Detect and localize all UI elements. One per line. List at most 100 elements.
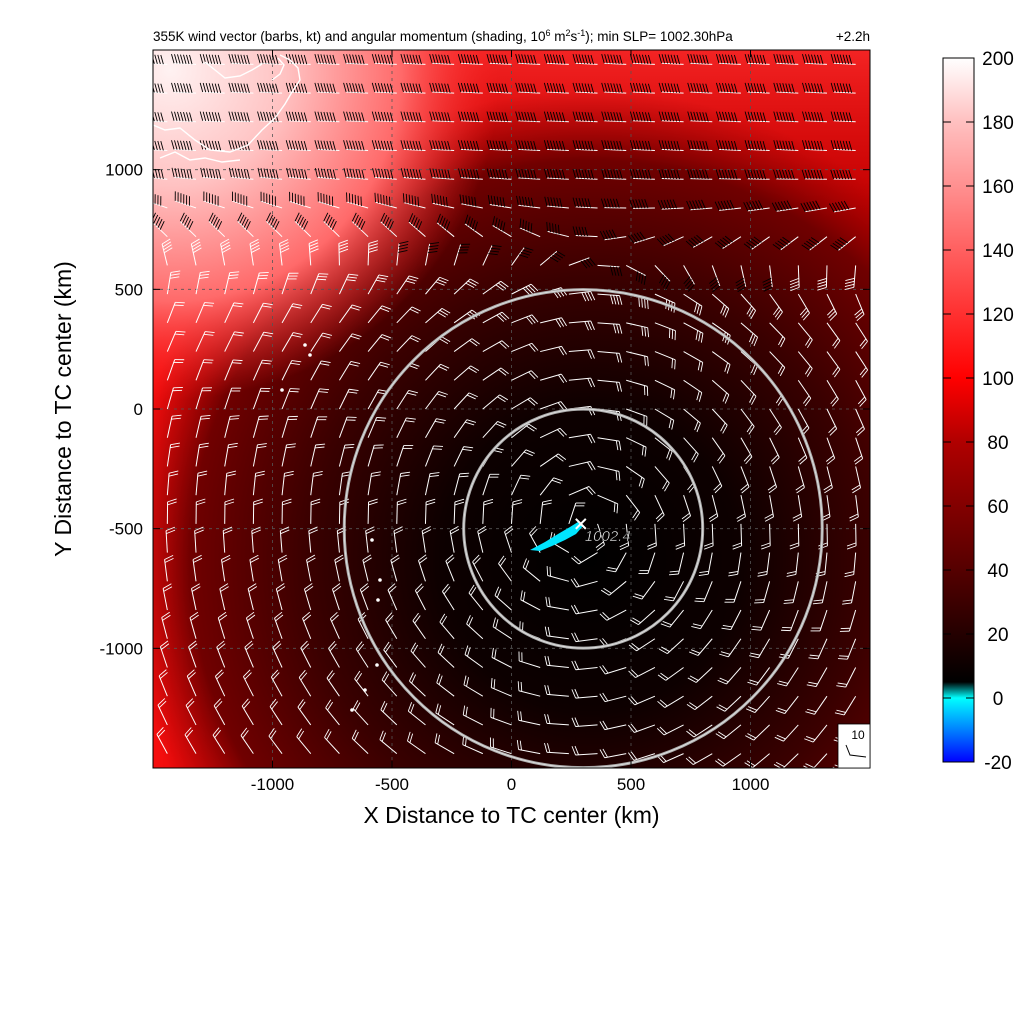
wind-barb <box>396 275 419 295</box>
wind-barb <box>629 169 655 180</box>
wind-barb <box>715 111 741 123</box>
wind-barb <box>681 495 692 523</box>
wind-barb <box>597 437 622 451</box>
wind-barb <box>515 168 541 180</box>
colorbar-tick-label: 100 <box>982 369 1014 390</box>
wind-barb <box>606 552 627 573</box>
wind-barb <box>773 140 799 152</box>
wind-barb <box>407 702 426 726</box>
wind-barb <box>228 111 254 123</box>
wind-barb <box>435 703 455 726</box>
wind-barb <box>281 388 300 410</box>
wind-barb <box>570 578 598 588</box>
wind-barb <box>658 82 684 94</box>
wind-barb <box>823 466 833 494</box>
wind-barb <box>715 753 742 767</box>
wind-barb <box>855 351 869 378</box>
wind-barb <box>252 443 267 467</box>
wind-barb <box>599 692 627 703</box>
wind-barb <box>572 226 598 238</box>
wind-barb <box>425 418 446 438</box>
wind-barb <box>195 270 210 295</box>
wind-barb <box>396 498 407 524</box>
wind-barb <box>683 322 704 343</box>
wind-barb <box>687 169 713 180</box>
wind-barb <box>797 322 813 349</box>
wind-barb <box>830 54 856 65</box>
wind-barb <box>570 604 598 615</box>
wind-barb <box>740 322 759 347</box>
wind-barb <box>802 111 828 123</box>
wind-barb <box>367 361 390 381</box>
wind-barb <box>627 723 656 733</box>
wind-barb <box>769 293 783 320</box>
wind-barb <box>228 82 254 94</box>
wind-barb <box>458 168 483 180</box>
wind-barb <box>314 140 340 152</box>
wind-barb <box>747 667 771 686</box>
wind-barb <box>544 655 569 668</box>
axes: -1000 -500 0 500 1000 1000 500 0 -500 -1000 <box>100 50 870 794</box>
wind-barb <box>252 359 272 381</box>
wind-barb <box>515 82 541 94</box>
wind-barb <box>511 247 534 266</box>
wind-barb <box>855 380 867 407</box>
wind-barb <box>195 498 206 524</box>
wind-barb <box>732 523 743 550</box>
x-tick-label: -500 <box>375 775 409 794</box>
wind-barb <box>844 265 857 291</box>
wind-barb <box>457 82 483 94</box>
y-tick-label: -500 <box>109 520 143 539</box>
wind-barb <box>252 498 263 524</box>
wind-barb <box>244 640 254 668</box>
wind-barb <box>457 140 483 152</box>
wind-barb <box>224 470 237 496</box>
wind-barb <box>252 302 273 324</box>
wind-barb <box>654 265 671 290</box>
x-axis-label: X Distance to TC center (km) <box>363 802 659 828</box>
wind-barb <box>214 669 226 697</box>
wind-barb <box>686 724 713 738</box>
wind-barb <box>792 495 803 522</box>
wind-barb <box>568 377 596 388</box>
wind-barb <box>453 278 479 295</box>
wind-barb <box>203 191 225 209</box>
wind-barb <box>571 717 598 728</box>
wind-barb <box>300 640 312 668</box>
wind-barb <box>240 727 254 754</box>
wind-barb <box>769 408 782 436</box>
colorbar-tick-label: 60 <box>987 497 1008 518</box>
wind-barb <box>599 665 627 675</box>
wind-barb <box>539 453 567 467</box>
colorbar-tick-label: 200 <box>982 49 1014 70</box>
wind-barb <box>657 199 684 210</box>
wind-barb <box>269 698 283 726</box>
wind-barb <box>314 111 340 123</box>
radius-circle-inner <box>463 408 704 649</box>
wind-barb <box>511 314 539 325</box>
wind-barb <box>400 140 426 152</box>
wind-barb <box>571 745 598 756</box>
wind-barb <box>711 293 730 318</box>
wind-barb <box>221 554 231 582</box>
wind-barb <box>171 82 197 94</box>
wind-barb <box>721 609 742 631</box>
wind-barb <box>568 433 596 444</box>
island-dot <box>375 663 379 667</box>
wind-barb <box>711 466 723 494</box>
wind-barb <box>625 466 645 489</box>
wind-barb <box>199 54 225 65</box>
island-dot <box>280 388 284 392</box>
wind-barb <box>540 317 567 328</box>
wind-barb <box>545 596 569 611</box>
wind-barb <box>789 265 800 292</box>
wind-barb <box>544 742 569 755</box>
wind-barb <box>285 111 311 123</box>
wind-barb <box>281 498 292 524</box>
wind-barb <box>826 322 841 349</box>
wind-barb <box>654 494 665 522</box>
wind-barb <box>367 417 387 438</box>
wind-barb <box>516 195 541 209</box>
wind-barb <box>195 470 208 496</box>
wind-barb <box>802 54 828 65</box>
